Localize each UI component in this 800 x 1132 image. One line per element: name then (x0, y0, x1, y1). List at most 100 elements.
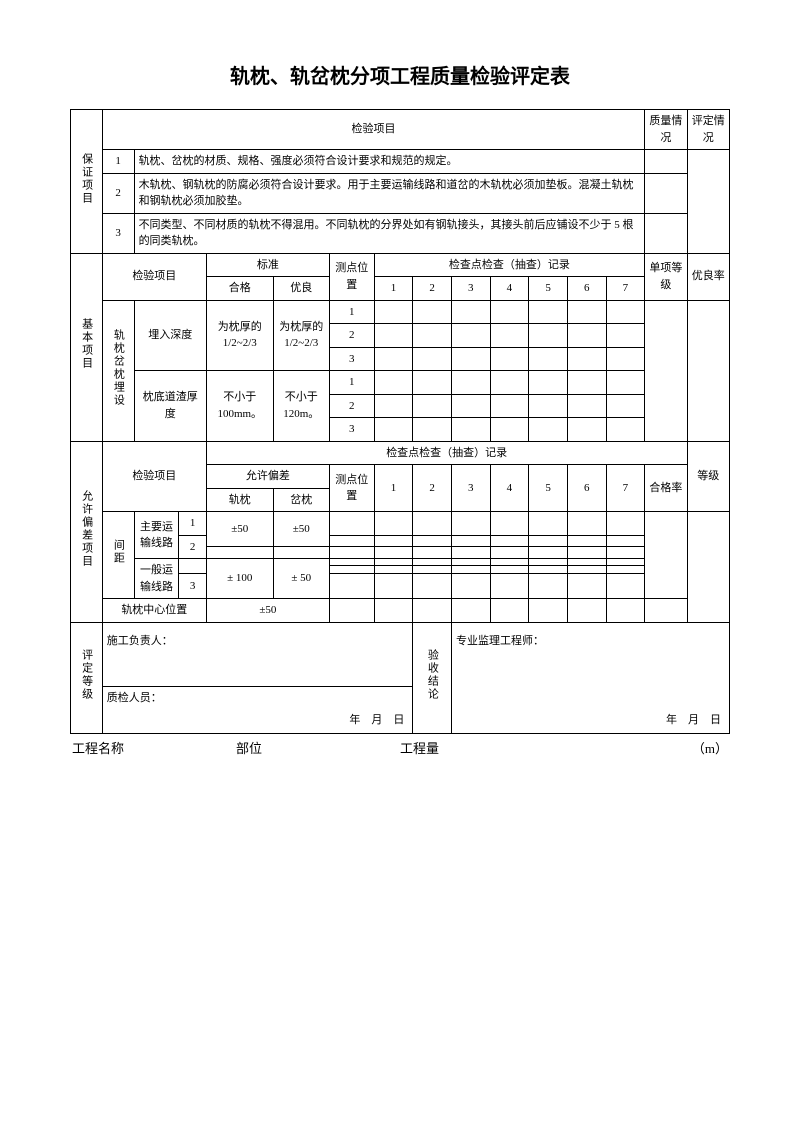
s2-p3: 3 (329, 347, 374, 371)
cell (529, 394, 568, 418)
s2-pos: 测点位置 (329, 253, 374, 300)
s3-r1-switch: ±50 (273, 512, 329, 547)
cell (490, 347, 529, 371)
cell (374, 566, 413, 573)
s2-single: 单项等级 (645, 253, 687, 300)
eval-cell (687, 150, 729, 254)
section3-label: 允许偏差项目 (78, 490, 95, 568)
row1-text: 轨枕、岔枕的材质、规格、强度必须符合设计要求和规范的规定。 (134, 150, 645, 174)
cell (490, 324, 529, 348)
header-eval: 评定情况 (687, 110, 729, 150)
s2-p2b: 2 (329, 394, 374, 418)
cell (329, 573, 374, 598)
cell (329, 566, 374, 573)
s2-c6: 6 (567, 277, 606, 301)
cell (374, 512, 413, 536)
cell (413, 418, 452, 442)
s2-r2-e: 不小于 120m。 (273, 371, 329, 442)
s4-construction: 施工负责人： (102, 622, 413, 686)
footer-unit: （m） (564, 738, 728, 757)
s2-c3: 3 (451, 277, 490, 301)
cell (374, 300, 413, 324)
cell (606, 418, 645, 442)
cell (606, 347, 645, 371)
cell (567, 347, 606, 371)
cell (490, 566, 529, 573)
cell (374, 599, 413, 623)
cell (529, 599, 568, 623)
cell (567, 559, 606, 566)
cell (451, 573, 490, 598)
cell (645, 599, 687, 623)
s3-r1-rail: ±50 (206, 512, 273, 547)
s3-inspect: 检验项目 (102, 441, 206, 512)
row1-num: 1 (102, 150, 134, 174)
section2-label: 基本项目 (78, 318, 95, 370)
cell (606, 512, 645, 536)
cell (413, 324, 452, 348)
cell (490, 535, 529, 547)
section1-label: 保证项目 (78, 153, 95, 205)
s2-group: 轨枕岔枕埋设 (110, 329, 127, 407)
cell (529, 371, 568, 395)
cell (451, 418, 490, 442)
s3-tol: 允许偏差 (206, 465, 329, 489)
s2-c4: 4 (490, 277, 529, 301)
cell (413, 371, 452, 395)
quality-cell (645, 150, 687, 174)
cell (451, 599, 490, 623)
cell (374, 535, 413, 547)
s2-check: 检查点检查（抽查）记录 (374, 253, 644, 277)
cell (329, 547, 374, 559)
s2-r1-label: 埋入深度 (134, 300, 206, 371)
cell (490, 559, 529, 566)
cell (413, 512, 452, 536)
s2-rate: 优良率 (687, 253, 729, 300)
cell (413, 394, 452, 418)
s2-p3b: 3 (329, 418, 374, 442)
s3-pass: 合格率 (645, 465, 687, 512)
cell (567, 535, 606, 547)
s3-rail: 轨枕 (206, 488, 273, 512)
s4-date2: 年 月 日 (666, 712, 721, 729)
cell (687, 300, 729, 441)
cell (374, 394, 413, 418)
cell (567, 371, 606, 395)
s3-r2-switch: ± 50 (273, 559, 329, 599)
s2-c2: 2 (413, 277, 452, 301)
s3-c3: 3 (451, 465, 490, 512)
s2-p1: 1 (329, 300, 374, 324)
quality-cell (645, 213, 687, 253)
s3-c7: 7 (606, 465, 645, 512)
s3-r1-label: 主要运输线路 (134, 512, 179, 559)
cell (606, 324, 645, 348)
cell (529, 573, 568, 598)
cell (374, 324, 413, 348)
cell (329, 559, 374, 566)
cell (413, 300, 452, 324)
footer-qty: 工程量 (400, 738, 564, 757)
s3-c2: 2 (413, 465, 452, 512)
inspection-table: 保证项目 检验项目 质量情况 评定情况 1 轨枕、岔枕的材质、规格、强度必须符合… (70, 109, 730, 734)
cell (567, 324, 606, 348)
s3-pos: 测点位置 (329, 465, 374, 512)
cell (374, 347, 413, 371)
s3-check: 检查点检查（抽查）记录 (206, 441, 687, 465)
cell (490, 371, 529, 395)
cell (687, 512, 729, 623)
cell (645, 300, 687, 441)
s2-c7: 7 (606, 277, 645, 301)
s4-date1: 年 月 日 (349, 712, 404, 729)
header-inspect: 检验项目 (102, 110, 644, 150)
cell (567, 547, 606, 559)
cell (413, 599, 452, 623)
cell (606, 599, 645, 623)
s3-c4: 4 (490, 465, 529, 512)
s3-grade: 等级 (687, 441, 729, 512)
cell (413, 566, 452, 573)
cell (179, 559, 206, 574)
s3-c6: 6 (567, 465, 606, 512)
cell (567, 512, 606, 536)
cell (451, 324, 490, 348)
cell (529, 547, 568, 559)
